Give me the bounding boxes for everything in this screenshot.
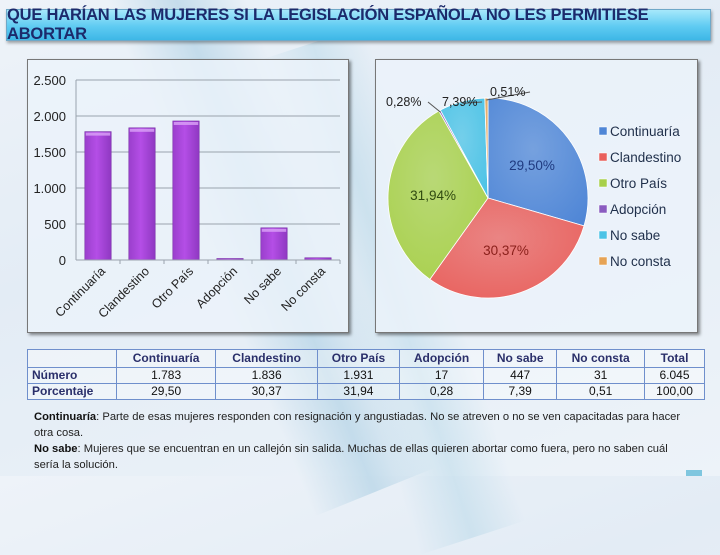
table-cell: 1.836 — [215, 367, 319, 384]
bar — [172, 120, 200, 261]
table-cell: 31 — [556, 367, 646, 384]
pie-chart-panel: 29,50% 30,37% 31,94% 0,28% 7,39% 0,51% Continu… — [375, 59, 698, 333]
note-continuaria: Continuaría: Parte de esas mujeres respo… — [34, 409, 694, 441]
bar-highlight — [129, 128, 155, 132]
table-header-cell: Clandestino — [215, 349, 319, 368]
y-tick-label: 2.000 — [33, 109, 66, 124]
table-header-cell: No sabe — [483, 349, 558, 368]
note-text: : Mujeres que se encuentran en un callej… — [34, 443, 668, 471]
y-tick-label: 1.500 — [33, 145, 66, 160]
pie-data-label: 31,94% — [410, 188, 456, 203]
legend-label: Adopción — [610, 202, 666, 217]
bar-highlight — [261, 228, 287, 232]
table-cell: 31,94 — [317, 383, 400, 400]
pie-slice — [487, 97, 589, 227]
table-cell: 1.931 — [317, 367, 400, 384]
legend-label: Continuaría — [610, 124, 680, 139]
x-tick-label: No sabe — [241, 264, 284, 307]
table-row: Porcentaje 29,50 30,37 31,94 0,28 7,39 0… — [27, 383, 705, 400]
legend-label: No consta — [610, 254, 671, 269]
bar-chart-panel: 0 500 1.000 1.500 2.000 2.500 Continuaría Cland… — [27, 59, 349, 333]
table-cell: 0,28 — [398, 383, 485, 400]
legend-swatch — [598, 126, 608, 136]
y-tick-label: 1.000 — [33, 181, 66, 196]
x-tick-label: Adopción — [193, 264, 240, 311]
legend-swatch — [598, 230, 608, 240]
table-cell: 447 — [483, 367, 558, 384]
pie-data-label: 30,37% — [483, 243, 529, 258]
pie-leader-line — [427, 101, 441, 113]
bar-chart: 05001.0001.5002.0002.500ContinuaríaCland… — [33, 73, 341, 321]
note-no-sabe: No sabe: Mujeres que se encuentran en un… — [34, 441, 694, 473]
pie-data-label: 0,51% — [490, 85, 525, 99]
pie-chart: 29,50% 30,37% 31,94% 0,28% 7,39% 0,51% Continu… — [386, 85, 681, 299]
table-cell: 17 — [398, 367, 485, 384]
row-label: Número — [27, 367, 117, 384]
page-title: QUE HARÍAN LAS MUJERES SI LA LEGISLACIÓN… — [7, 6, 649, 43]
note-text: : Parte de esas mujeres responden con re… — [34, 411, 681, 439]
pie-data-label: 0,28% — [386, 95, 421, 109]
legend-swatch — [598, 256, 608, 266]
legend-label: Otro País — [610, 176, 667, 191]
bar-highlight — [173, 121, 199, 125]
y-tick-label: 0 — [59, 253, 66, 268]
bar-highlight — [85, 132, 111, 136]
bar — [128, 127, 156, 261]
table-cell: 0,51 — [556, 383, 646, 400]
pie-leader-line — [462, 101, 483, 104]
table-header-cell: Total — [644, 349, 705, 368]
legend-label: Clandestino — [610, 150, 681, 165]
table-header-cell — [27, 349, 117, 368]
table-cell: 29,50 — [115, 383, 217, 400]
pie-slice — [387, 110, 489, 280]
pie-leader-line — [486, 91, 531, 101]
pie-slice — [429, 197, 585, 299]
table-header-cell: Continuaría — [115, 349, 217, 368]
pie-slice — [484, 97, 489, 199]
table-cell: 6.045 — [644, 367, 705, 384]
y-tick-label: 2.500 — [33, 73, 66, 88]
table-header-cell: Adopción — [398, 349, 485, 368]
bar — [84, 131, 112, 261]
table-row: Número 1.783 1.836 1.931 17 447 31 6.045 — [27, 367, 705, 384]
table-cell: 100,00 — [644, 383, 705, 400]
legend-swatch — [598, 178, 608, 188]
pie-data-label: 29,50% — [509, 158, 555, 173]
legend-label: No sabe — [610, 228, 660, 243]
x-tick-label: No consta — [278, 264, 328, 314]
table-cell: 7,39 — [483, 383, 558, 400]
notes: Continuaría: Parte de esas mujeres respo… — [34, 409, 694, 473]
legend-swatch — [598, 152, 608, 162]
slide-corner-mark — [686, 470, 702, 476]
y-tick-label: 500 — [44, 217, 66, 232]
title-banner: QUE HARÍAN LAS MUJERES SI LA LEGISLACIÓN… — [6, 6, 711, 43]
legend-swatch — [598, 204, 608, 214]
pie-data-label: 7,39% — [442, 95, 477, 109]
data-table: Continuaría Clandestino Otro País Adopci… — [27, 349, 705, 400]
table-header-cell: Otro País — [317, 349, 400, 368]
note-term: Continuaría — [34, 411, 97, 423]
row-label: Porcentaje — [27, 383, 117, 400]
table-cell: 1.783 — [115, 367, 217, 384]
table-header-row: Continuaría Clandestino Otro País Adopci… — [27, 349, 705, 368]
table-header-cell: No consta — [556, 349, 646, 368]
table-cell: 30,37 — [215, 383, 319, 400]
bar — [260, 227, 288, 261]
note-term: No sabe — [34, 443, 78, 455]
x-tick-label: Otro País — [149, 264, 196, 311]
